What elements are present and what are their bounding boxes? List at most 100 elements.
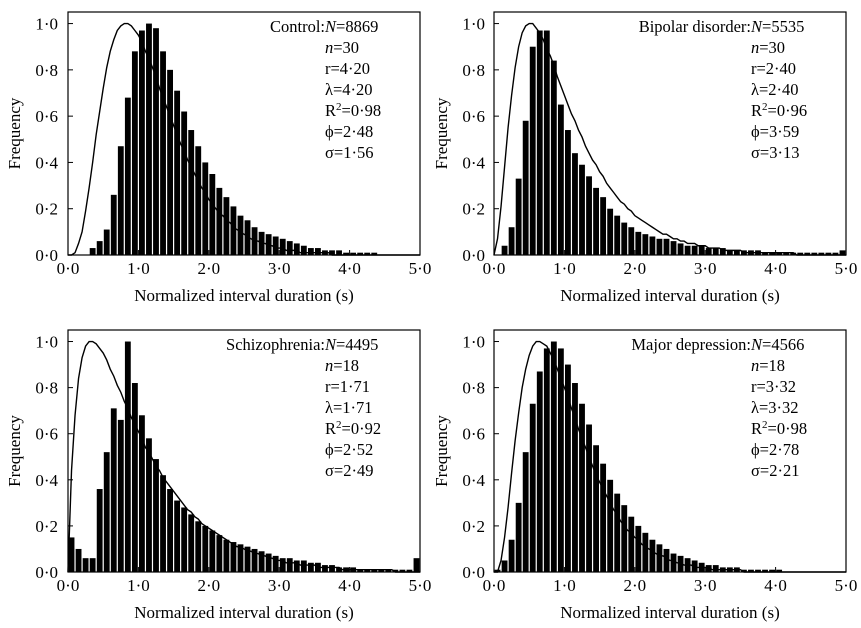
histogram-bar: [579, 164, 585, 255]
histogram-bar: [195, 146, 202, 255]
histogram-bar: [202, 162, 209, 255]
histogram-bar: [628, 516, 635, 572]
histogram-bar: [656, 544, 663, 572]
histogram-bar: [621, 505, 628, 572]
histogram-bar: [265, 234, 272, 255]
histogram-bar: [307, 248, 314, 255]
histogram-bar: [741, 569, 747, 572]
y-axis-title: Frequency: [5, 97, 24, 169]
histogram-bar: [139, 415, 145, 572]
N-value: =5535: [762, 17, 804, 36]
histogram-bar: [322, 565, 328, 572]
n-symbol: n: [325, 356, 333, 375]
param-r-squared: R2=0·92: [325, 419, 381, 438]
N-value: =4495: [336, 335, 378, 354]
histogram-bar: [279, 558, 286, 572]
x-axis-title: Normalized interval duration (s): [134, 286, 354, 305]
y-tick-label: 0·4: [462, 153, 485, 172]
histogram-bar: [139, 30, 145, 256]
histogram-bar: [656, 238, 663, 255]
histogram-bar: [776, 252, 783, 255]
x-tick-label: 3·0: [694, 259, 717, 278]
histogram-bar: [153, 459, 159, 572]
histogram-bar: [244, 546, 251, 572]
r-squared-exponent: 2: [336, 101, 342, 113]
histogram-bar: [600, 197, 607, 255]
param-phi: ϕ=3·59: [751, 122, 799, 141]
param-lambda: λ=2·40: [751, 80, 799, 99]
group-label: Bipolar disorder:: [639, 17, 751, 36]
histogram-bar: [663, 238, 670, 255]
stats-annotation: Bipolar disorder: N=5535n=30r=2·40λ=2·40…: [639, 17, 807, 162]
x-tick-label: 1·0: [127, 259, 150, 278]
histogram-bar: [811, 252, 818, 255]
histogram-bar: [244, 220, 251, 255]
histogram-bar: [293, 243, 300, 255]
histogram-bar: [543, 30, 550, 256]
histogram-bar: [371, 569, 378, 572]
N-value: =4566: [762, 335, 804, 354]
histogram-bar: [825, 252, 832, 255]
histogram-bar: [797, 252, 804, 255]
histogram-bar: [783, 252, 790, 255]
histogram-bar: [209, 530, 216, 572]
y-tick-label: 0·0: [462, 246, 485, 265]
histogram-bar: [515, 178, 522, 255]
histogram-bar: [357, 569, 364, 572]
histogram-bar: [68, 537, 75, 572]
y-tick-label: 0·2: [35, 517, 58, 536]
histogram-bar: [96, 241, 103, 255]
histogram-bar: [174, 500, 181, 572]
group-label: Major depression:: [631, 335, 751, 354]
n-symbol: n: [751, 356, 759, 375]
x-tick-label: 3·0: [268, 259, 291, 278]
n-value: =18: [333, 356, 359, 375]
histogram-bar: [515, 502, 522, 572]
y-tick-label: 0·2: [35, 200, 58, 219]
histogram-bar: [529, 46, 536, 256]
y-tick-label: 0·2: [462, 517, 485, 536]
histogram-bar: [343, 252, 349, 255]
histogram-bar: [572, 383, 578, 572]
y-tick-label: 0·0: [35, 246, 58, 265]
histogram-bar: [385, 569, 392, 572]
histogram-bar: [406, 569, 413, 572]
plot-frame: [493, 329, 847, 573]
y-tick-label: 1·0: [462, 15, 485, 34]
histogram-bar: [579, 403, 585, 572]
histogram-bar: [726, 250, 733, 255]
x-tick-label: 2·0: [197, 259, 220, 278]
plot-frame: [67, 11, 421, 256]
histogram-bar: [336, 567, 342, 572]
histogram-bar: [202, 525, 209, 572]
histogram-bar: [572, 153, 578, 255]
histogram-bar: [501, 245, 508, 255]
histogram-bar: [550, 341, 557, 572]
x-tick-label: 5·0: [409, 259, 432, 278]
histogram-bar: [223, 197, 230, 255]
histogram-bar: [628, 227, 635, 255]
x-tick-label: 2·0: [197, 576, 220, 595]
y-tick-label: 1·0: [35, 333, 58, 352]
y-tick-label: 0·4: [462, 471, 485, 490]
param-r-squared: R2=0·98: [751, 419, 807, 438]
x-tick-label: 4·0: [764, 576, 787, 595]
histogram-bar: [663, 548, 670, 572]
histogram-bar: [181, 111, 188, 255]
histogram-bar: [82, 558, 89, 572]
histogram-bar: [593, 187, 599, 255]
n-value: =30: [759, 38, 785, 57]
histogram-bar: [167, 69, 173, 255]
sample-count-N: N=4566: [750, 335, 804, 354]
x-tick-label: 2·0: [623, 576, 646, 595]
histogram-bar: [413, 558, 420, 572]
r-squared-symbol: R: [751, 419, 762, 438]
histogram-bar: [300, 560, 307, 572]
subject-count-n: n=30: [751, 38, 785, 57]
subject-count-n: n=18: [751, 356, 785, 375]
histogram-bar: [508, 539, 515, 572]
histogram-bar: [607, 479, 614, 572]
histogram-bar: [293, 560, 300, 572]
param-sigma: σ=2·49: [325, 461, 373, 480]
stats-annotation: Control: N=8869n=30r=4·20λ=4·20R2=0·98ϕ=…: [270, 17, 381, 162]
